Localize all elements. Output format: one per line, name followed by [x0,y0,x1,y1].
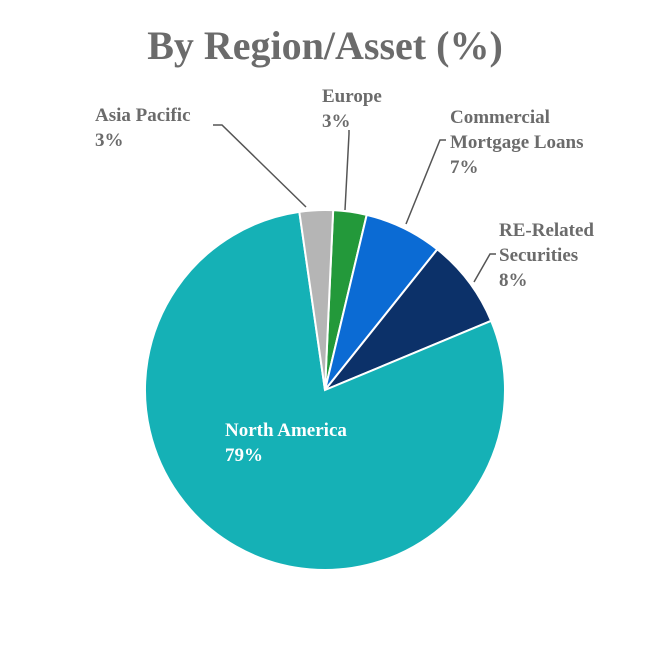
category-label: Europe [322,86,382,107]
pie-slice [298,209,335,391]
value-label: 3% [322,111,351,132]
data-label: RE-Related Securities 8% [499,218,619,293]
value-label: 7% [450,157,479,178]
pie-slice [324,247,493,391]
category-label: Asia Pacific [95,105,191,126]
leader-line [473,253,496,283]
chart-title: By Region/Asset (%) [147,23,503,68]
leader-line [213,124,307,208]
value-label: 79% [225,445,263,466]
value-label: 8% [499,270,528,291]
category-label: RE-Related Securities [499,220,594,266]
leader-line [405,139,446,225]
data-label: Europe 3% [322,84,422,134]
data-label: Commercial Mortgage Loans 7% [450,105,620,180]
leader-line [344,130,350,211]
category-label: Commercial Mortgage Loans [450,107,584,153]
pie-slice [144,210,506,571]
data-label: North America 79% [225,418,425,468]
data-label: Asia Pacific 3% [95,103,225,153]
value-label: 3% [95,130,124,151]
category-label: North America [225,420,347,441]
